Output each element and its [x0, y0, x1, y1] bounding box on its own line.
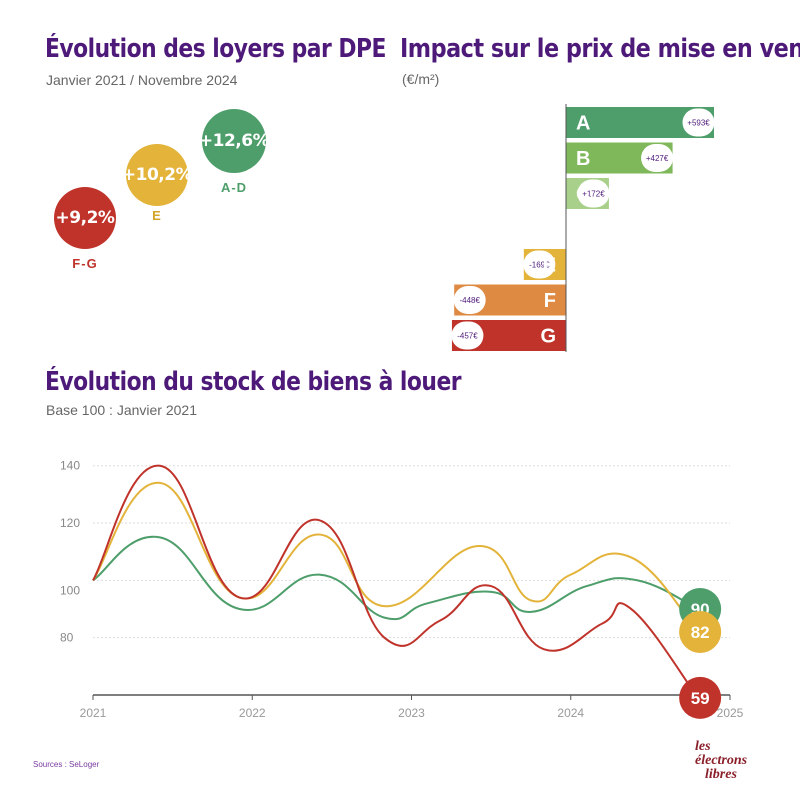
end-label-circle — [679, 610, 722, 653]
bar-a-letter: A — [576, 113, 590, 135]
end-label-circle — [679, 676, 722, 719]
bar-g: -457€ G — [451, 320, 566, 351]
x-tick-label: 2023 — [398, 706, 425, 720]
bar-g-value-pill — [451, 321, 484, 350]
bar-c: +172€C — [566, 178, 610, 209]
bubble-e: +10,2% — [122, 144, 193, 206]
stock-title: Évolution du stock de biens à louer — [45, 367, 462, 397]
end-label-value: 59 — [691, 689, 710, 708]
bar-e: -169€E — [523, 249, 566, 280]
bar-e-value-pill — [523, 250, 556, 279]
price-subtitle: (€/m²) — [402, 71, 440, 87]
bubble-label-f-g: F-G — [72, 256, 98, 271]
series-line-f-g — [92, 464, 699, 699]
bar-e-value: -169€ — [529, 261, 550, 270]
bar-a-value: +593€ — [687, 119, 710, 128]
logo-line-2: libres — [705, 767, 737, 782]
brand-logo: les électrons libres — [695, 740, 765, 782]
bubble-label-e: E — [152, 208, 162, 223]
bar-f-letter: F — [544, 290, 556, 312]
x-tick-label: 2024 — [557, 706, 584, 720]
end-label-f-g: 59 — [679, 676, 722, 719]
end-label-e: 82 — [679, 610, 722, 653]
stock-subtitle: Base 100 : Janvier 2021 — [46, 402, 197, 418]
bar-f: -448€ F — [453, 284, 566, 316]
bar-c-value: +172€ — [582, 190, 605, 199]
end-label-value: 82 — [691, 623, 710, 642]
series-line-e — [92, 481, 699, 633]
bubble-f-g: +9,2% — [54, 187, 116, 249]
bar-f-value-pill — [453, 286, 486, 314]
bar-b-letter: B — [576, 148, 590, 170]
x-tick-label: 2025 — [717, 706, 744, 720]
rents-subtitle: Janvier 2021 / Novembre 2024 — [46, 72, 238, 88]
y-tick-label: 140 — [60, 459, 80, 473]
bar-e-letter: E — [543, 255, 556, 277]
rents-title: Évolution des loyers par DPE — [45, 34, 386, 64]
y-tick-label: 100 — [60, 583, 80, 597]
bubble-label-a-d: A-D — [220, 180, 248, 195]
bar-g-value: -457€ — [457, 332, 478, 341]
price-title: Impact sur le prix de mise en vente — [400, 34, 800, 64]
bar-c-value-pill — [577, 179, 610, 208]
bar-b: +427€ B — [566, 142, 674, 174]
bar-b-value: +427€ — [646, 154, 669, 163]
x-tick-label: 2021 — [80, 706, 107, 720]
bar-f-value: -448€ — [459, 296, 480, 305]
y-tick-label: 120 — [60, 516, 80, 530]
sources-note: Sources : SeLoger — [33, 760, 100, 769]
series-line-a-d — [92, 535, 699, 621]
bubble-a-d: +12,6% — [199, 109, 270, 173]
bar-a: +593€ A — [566, 107, 715, 138]
logo-line-1: les électrons — [695, 739, 748, 768]
x-tick-label: 2022 — [239, 706, 266, 720]
bar-g-letter: G — [540, 326, 556, 348]
bar-b-value-pill — [641, 144, 674, 172]
bar-c-letter: C — [576, 184, 590, 206]
price-bar-chart: +593€ A +427€ B +172€C -169€E -448€ F -457€ G — [451, 104, 715, 352]
bar-a-value-pill — [682, 108, 715, 137]
y-tick-label: 80 — [60, 631, 74, 645]
